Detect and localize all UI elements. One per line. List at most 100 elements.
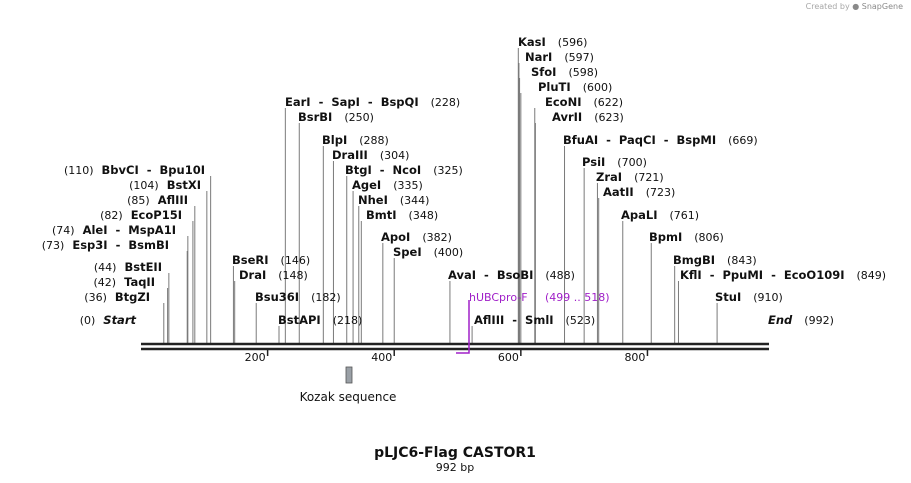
kozak-feature-box [345, 366, 353, 384]
site-name: AflIII [158, 193, 188, 207]
ruler-tick-label: 200 [245, 351, 266, 364]
site-start[interactable]: Start (0) [80, 313, 137, 327]
site-psii[interactable]: PsiI (700) [582, 155, 647, 343]
primer-name: hUBCpro-F [469, 291, 528, 304]
ruler-tick-label: 400 [371, 351, 392, 364]
site-bmgbi[interactable]: BmgBI (843) [673, 253, 757, 343]
site-name: BstAPI [278, 313, 321, 327]
plasmid-length: 992 bp [436, 461, 474, 474]
site-afliii[interactable]: AflIII (85) [127, 193, 196, 343]
site-position: (382) [422, 231, 452, 244]
site-avai-bsobi[interactable]: AvaI - BsoBI (488) [448, 268, 575, 343]
site-name: EcoP15I [131, 208, 182, 222]
site-bstapi[interactable]: BstAPI (218) [278, 313, 362, 343]
site-pluti[interactable]: PluTI (600) [520, 80, 613, 343]
site-name: AvaI - BsoBI [448, 268, 533, 282]
site-eari-sapi-bspqi[interactable]: EarI - SapI - BspQI (228) [284, 95, 460, 343]
site-apoi[interactable]: ApoI (382) [381, 230, 452, 343]
site-bsrbi[interactable]: BsrBI (250) [298, 110, 374, 343]
site-position: (304) [380, 149, 410, 162]
site-name: Esp3I - BsmBI [72, 238, 169, 252]
site-bsu36i[interactable]: Bsu36I (182) [255, 290, 341, 343]
site-apali[interactable]: ApaLI (761) [621, 208, 699, 343]
site-name: ZraI [596, 170, 622, 184]
site-drai[interactable]: DraI (148) [234, 268, 308, 343]
ruler: 200 400 600 800 [245, 350, 649, 364]
site-agei[interactable]: AgeI (335) [352, 178, 423, 343]
site-name: Bsu36I [255, 290, 299, 304]
site-position: (104) [129, 179, 159, 192]
site-position: (622) [593, 96, 623, 109]
site-bpmi[interactable]: BpmI (806) [649, 230, 724, 343]
site-draiii[interactable]: DraIII (304) [332, 148, 409, 343]
site-position: (600) [583, 81, 613, 94]
feature-kozak[interactable]: Kozak sequence [300, 366, 397, 404]
site-position: (623) [594, 111, 624, 124]
site-ecop15i[interactable]: EcoP15I (82) [100, 208, 194, 343]
site-position: (400) [434, 246, 464, 259]
site-taqii[interactable]: TaqII (42) [93, 275, 169, 343]
site-bstxi[interactable]: BstXI (104) [129, 178, 208, 343]
site-position: (843) [727, 254, 757, 267]
site-bsteii[interactable]: BstEII (44) [94, 260, 170, 343]
primer-hUBCpro-F[interactable]: hUBCpro-F (499 .. 518) [456, 291, 610, 354]
site-bseri[interactable]: BseRI (146) [232, 253, 310, 343]
site-esp3i-bsmbi[interactable]: Esp3I - BsmBI (73) [42, 238, 188, 343]
site-position: (325) [433, 164, 463, 177]
site-name: BstEII [124, 260, 162, 274]
site-btgi-ncoi[interactable]: BtgI - NcoI (325) [345, 163, 463, 343]
site-bfuai-paqci-bspmi[interactable]: BfuAI - PaqCI - BspMI (669) [563, 133, 758, 343]
site-stui[interactable]: StuI (910) [715, 290, 783, 343]
site-spei[interactable]: SpeI (400) [393, 245, 463, 343]
site-econi[interactable]: EcoNI (622) [534, 95, 623, 343]
site-bmti[interactable]: BmtI (348) [360, 208, 439, 343]
site-afliii-smli[interactable]: AflIII - SmlI (523) [471, 313, 596, 343]
site-name: PsiI [582, 155, 605, 169]
site-alei-mspa1i[interactable]: AleI - MspA1I (74) [52, 223, 189, 343]
site-name: AatII [603, 185, 634, 199]
site-sfoi[interactable]: SfoI (598) [519, 65, 598, 343]
site-name: TaqII [124, 275, 155, 289]
site-name: KasI [518, 35, 546, 49]
site-position: (36) [84, 291, 107, 304]
site-position: (721) [634, 171, 664, 184]
site-nari[interactable]: NarI (597) [518, 50, 594, 343]
site-position: (42) [93, 276, 116, 289]
site-nhei[interactable]: NheI (344) [358, 193, 429, 343]
site-kasi[interactable]: KasI (596) [517, 35, 587, 343]
ruler-tick-label: 600 [498, 351, 519, 364]
site-name: Start [103, 313, 136, 327]
site-avrii[interactable]: AvrII (623) [534, 110, 624, 343]
site-btgzi[interactable]: BtgZI (36) [84, 290, 165, 343]
site-position: (806) [694, 231, 724, 244]
site-name: PluTI [538, 80, 571, 94]
site-name: BsrBI [298, 110, 332, 124]
ruler-tick-label: 800 [624, 351, 645, 364]
site-position: (348) [409, 209, 439, 222]
sequence-backbone [141, 342, 769, 351]
site-position: (82) [100, 209, 123, 222]
site-position: (910) [753, 291, 783, 304]
site-position: (849) [857, 269, 887, 282]
site-blpi[interactable]: BlpI (288) [322, 133, 389, 343]
site-name: NheI [358, 193, 388, 207]
credit-prefix: Created by [805, 2, 850, 11]
site-end[interactable]: End (992) [768, 313, 834, 327]
site-aatii[interactable]: AatII (723) [598, 185, 676, 343]
site-kfli-ppumi-ecoo109i[interactable]: KflI - PpuMI - EcoO109I (849) [677, 268, 887, 343]
site-position: (218) [333, 314, 363, 327]
plasmid-name: pLJC6-Flag CASTOR1 [374, 445, 536, 461]
site-name: BmtI [366, 208, 397, 222]
site-position: (146) [281, 254, 311, 267]
site-position: (148) [278, 269, 308, 282]
site-zrai[interactable]: ZraI (721) [596, 170, 664, 343]
site-name: StuI [715, 290, 741, 304]
site-position: (0) [80, 314, 96, 327]
site-name: ApoI [381, 230, 410, 244]
site-bbvci-bpu10i[interactable]: BbvCI - Bpu10I (110) [64, 163, 212, 343]
site-position: (523) [566, 314, 596, 327]
site-position: (992) [804, 314, 834, 327]
site-name: EarI - SapI - BspQI [285, 95, 419, 109]
site-position: (597) [564, 51, 594, 64]
